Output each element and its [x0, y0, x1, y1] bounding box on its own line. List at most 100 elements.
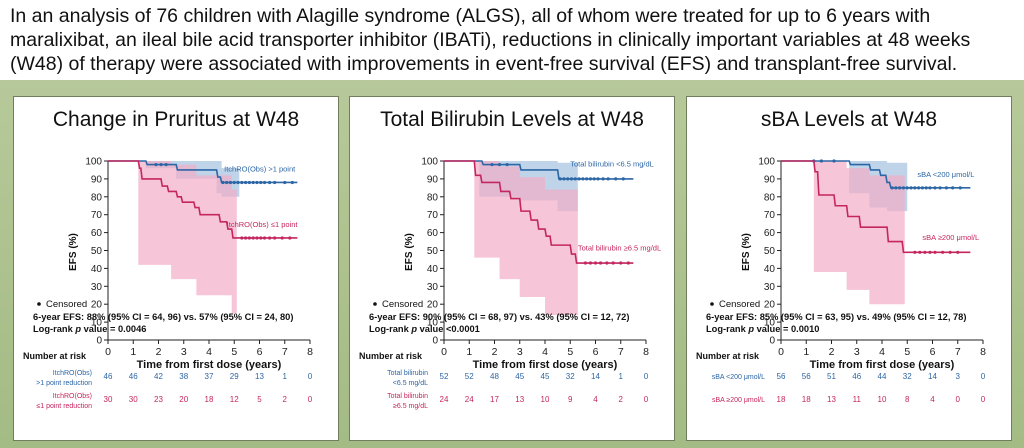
censor-mark: [505, 162, 509, 167]
y-tick-label: 0: [96, 336, 102, 347]
y-axis-label: EFS (%): [68, 233, 79, 271]
risk-value: 24: [440, 395, 449, 404]
x-axis-label: Time from first dose (years): [810, 359, 955, 371]
risk-value: 0: [956, 395, 961, 404]
pvalue-text: value = 0.0046: [81, 324, 146, 334]
risk-value: 46: [104, 372, 113, 381]
censor-mark: [958, 186, 962, 190]
risk-value: 30: [104, 395, 113, 404]
censor-mark: [933, 250, 937, 254]
risk-value: 30: [129, 395, 138, 404]
y-tick-label: 80: [764, 192, 776, 203]
x-tick-label: 0: [105, 346, 111, 358]
censor-mark: [566, 177, 570, 181]
risk-value: 46: [129, 372, 138, 381]
risk-value: 14: [591, 372, 600, 381]
censor-mark: [601, 177, 605, 181]
km-chart-sba: sBA Levels at W4801020304050607080901000…: [696, 108, 986, 404]
y-tick-label: 20: [427, 300, 439, 311]
chart-panel-sba: sBA Levels at W48 0 10 20 30 40 50 60 70 80 90 100 0…: [686, 96, 1012, 441]
y-tick-label: 10: [427, 318, 439, 329]
x-tick-label: 3: [854, 346, 860, 358]
risk-value: 0: [981, 372, 986, 381]
chart-title: Total Bilirubin Levels at W48: [380, 108, 644, 131]
risk-value: 5: [257, 395, 262, 404]
km-line-blue: [108, 160, 298, 184]
y-tick-label: 80: [427, 192, 439, 203]
censor-mark: [898, 186, 902, 190]
censor-mark: [562, 177, 566, 181]
ci-band-red: [138, 161, 237, 340]
y-tick-label: 70: [91, 210, 103, 221]
y-tick-label: 50: [764, 246, 776, 257]
risk-row-label: <6.5 mg/dL: [393, 380, 428, 387]
risk-value: 56: [802, 372, 811, 381]
censor-mark: [240, 180, 244, 185]
risk-value: 1: [619, 372, 624, 381]
ci-band-red: [474, 161, 578, 340]
series-label: sBA ≥200 μmol/L: [922, 233, 979, 242]
x-tick-label: 5: [231, 346, 237, 358]
censor-mark: [918, 250, 922, 254]
censored-legend-label: Censored: [719, 299, 760, 310]
y-tick-label: 100: [421, 157, 438, 168]
y-tick-label: 60: [91, 228, 103, 239]
risk-value: 0: [981, 395, 986, 404]
censor-mark: [255, 236, 259, 240]
censor-mark: [948, 250, 952, 254]
km-chart-pruritus: Change in Pruritus at W48010203040506070…: [23, 108, 313, 410]
risk-value: 45: [515, 372, 524, 381]
x-tick-label: 7: [282, 346, 288, 358]
censor-mark: [225, 180, 229, 185]
risk-value: 51: [827, 372, 836, 381]
risk-row-label: sBA <200 μmol/L: [712, 374, 765, 381]
risk-row-label: ≥6.5 mg/dL: [393, 403, 428, 410]
censor-mark: [614, 177, 618, 181]
y-tick-label: 100: [758, 157, 775, 168]
efs-stat-line: 6-year EFS: 85% (95% CI = 63, 95) vs. 49…: [706, 312, 966, 322]
risk-value: 13: [827, 395, 836, 404]
headline-text: In an analysis of 76 children with Alagi…: [10, 5, 971, 75]
censor-mark: [288, 236, 292, 240]
censor-mark: [259, 236, 263, 240]
y-tick-label: 100: [85, 157, 102, 168]
km-chart-bilirubin: Total Bilirubin Levels at W4801020304050…: [359, 108, 661, 410]
y-tick-label: 90: [91, 174, 103, 185]
series-label: ItchRO(Obs) ≤1 point: [227, 220, 299, 229]
risk-row-label: Total bilirubin: [387, 393, 428, 400]
y-tick-label: 90: [764, 174, 776, 185]
x-tick-label: 8: [643, 346, 649, 358]
censor-mark: [605, 261, 609, 265]
censor-mark: [244, 180, 248, 185]
risk-value: 4: [593, 395, 598, 404]
risk-row-label: sBA ≥200 μmol/L: [712, 397, 765, 404]
y-tick-label: 20: [91, 300, 103, 311]
censor-mark: [577, 177, 581, 181]
chart-title: sBA Levels at W48: [761, 108, 937, 131]
censor-mark: [569, 177, 574, 181]
x-tick-label: 3: [517, 346, 523, 358]
censor-mark: [941, 250, 945, 254]
censored-legend-label: Censored: [382, 299, 423, 310]
censor-mark: [913, 186, 917, 190]
risk-value: 17: [490, 395, 499, 404]
risk-row-label: Total bilirubin: [387, 370, 428, 377]
risk-value: 0: [308, 395, 313, 404]
x-tick-label: 3: [181, 346, 187, 358]
risk-header: Number at risk: [696, 351, 760, 361]
y-tick-label: 60: [427, 228, 439, 239]
censor-mark: [283, 180, 287, 185]
risk-value: 23: [154, 395, 163, 404]
x-tick-label: 1: [130, 346, 136, 358]
risk-value: 9: [568, 395, 573, 404]
x-tick-label: 6: [930, 346, 936, 358]
censor-mark: [626, 261, 630, 265]
censor-mark: [268, 236, 272, 240]
censor-mark: [228, 180, 233, 185]
risk-value: 18: [205, 395, 214, 404]
x-tick-label: 2: [829, 346, 835, 358]
y-tick-label: 90: [427, 174, 439, 185]
censor-mark: [558, 177, 562, 181]
y-tick-label: 50: [427, 246, 439, 257]
censor-mark: [290, 180, 294, 185]
